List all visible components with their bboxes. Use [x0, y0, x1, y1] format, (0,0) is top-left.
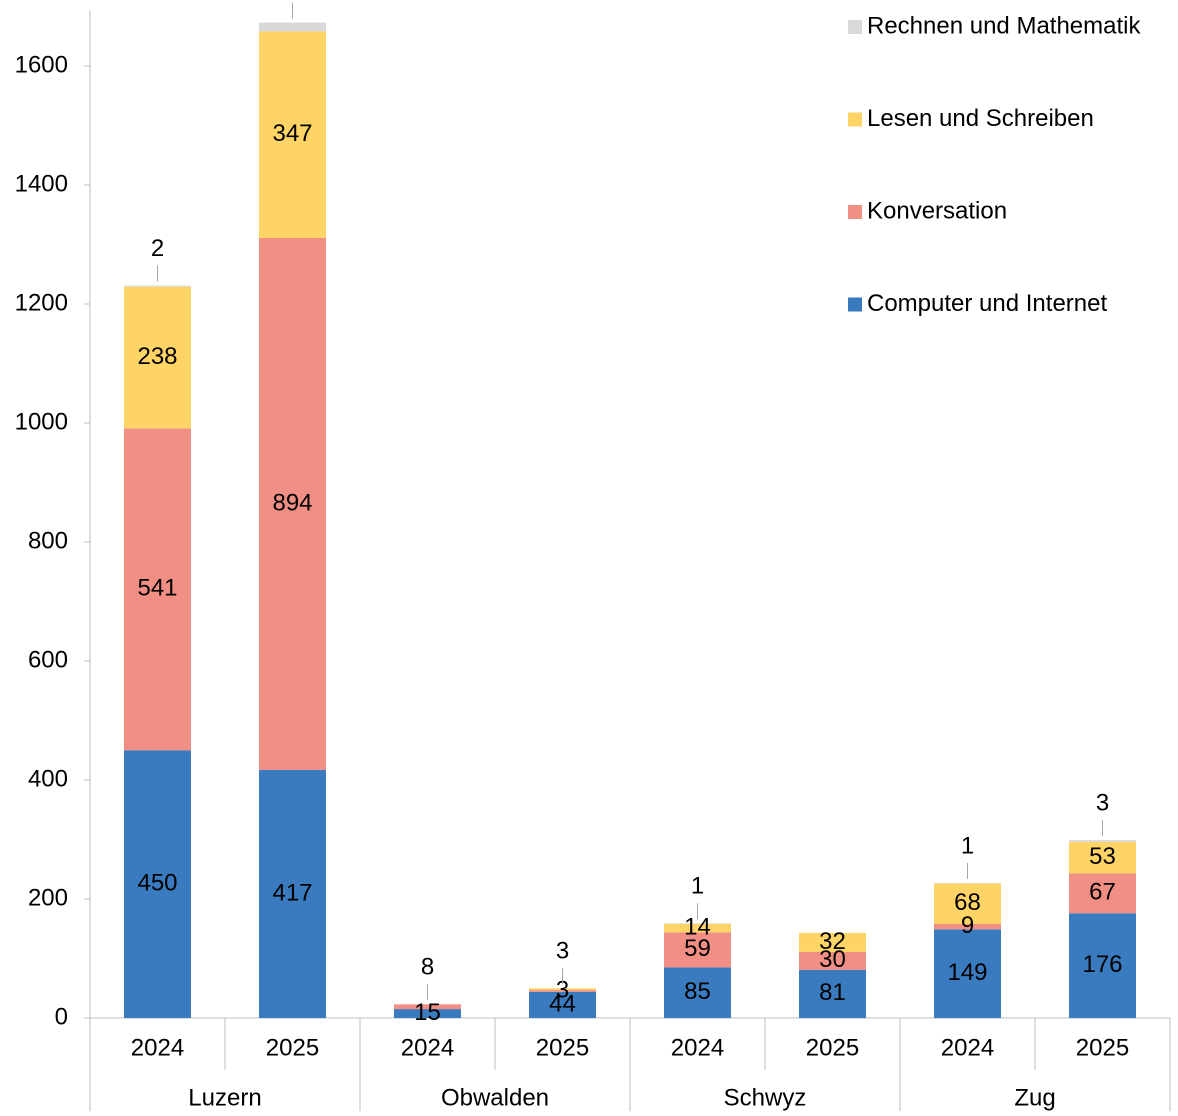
y-tick-label: 1600	[15, 51, 68, 78]
bar-segment	[1069, 873, 1136, 914]
data-label: 3	[556, 976, 569, 1003]
x-tick-label: 2024	[671, 1034, 724, 1061]
x-tick-label: 2024	[941, 1034, 994, 1061]
bar-segment	[529, 991, 596, 1018]
bar-segment	[934, 929, 1001, 1018]
bar-segment	[259, 31, 326, 238]
bar-segment	[124, 750, 191, 1018]
data-label: 417	[272, 879, 312, 906]
bar-segment	[259, 769, 326, 1018]
y-tick-label: 800	[28, 527, 68, 554]
data-label: 3	[1096, 789, 1109, 816]
x-tick-label: 2024	[131, 1034, 184, 1061]
data-label: 8	[421, 954, 434, 981]
data-label: 347	[272, 120, 312, 147]
bar-segment	[124, 285, 191, 287]
data-label: 67	[1089, 879, 1116, 906]
data-label: 894	[272, 489, 312, 516]
data-label: 9	[961, 912, 974, 939]
data-label: 59	[684, 935, 711, 962]
data-label: 149	[947, 959, 987, 986]
data-label: 541	[137, 575, 177, 602]
y-tick-label: 1000	[15, 408, 68, 435]
bar-segment	[529, 988, 596, 991]
data-label: 176	[1082, 951, 1122, 978]
bar-segment	[124, 286, 191, 429]
bar-segment	[124, 428, 191, 751]
x-tick-label: 2025	[266, 1034, 319, 1061]
bar-segment	[934, 923, 1001, 930]
data-label: 53	[1089, 843, 1116, 870]
bar-segment	[259, 237, 326, 770]
y-tick-label: 200	[28, 884, 68, 911]
data-label: 30	[819, 946, 846, 973]
bar-segment	[799, 932, 866, 952]
data-label: 2	[151, 235, 164, 262]
bar-segment	[799, 951, 866, 970]
data-label: 3	[556, 938, 569, 965]
y-tick-label: 400	[28, 765, 68, 792]
bar-segment	[664, 923, 731, 933]
data-label: 15	[414, 999, 441, 1026]
data-label: 238	[137, 343, 177, 370]
group-label: Luzern	[188, 1084, 261, 1111]
legend-swatch	[848, 112, 862, 127]
legend-swatch	[848, 297, 862, 312]
group-label: Zug	[1014, 1084, 1055, 1111]
legend-swatch	[848, 205, 862, 219]
y-tick-label: 1200	[15, 289, 68, 316]
bar-segment	[799, 969, 866, 1018]
data-label: 1	[691, 873, 704, 900]
data-label: 85	[684, 978, 711, 1005]
legend-label: Computer und Internet	[867, 290, 1107, 317]
group-label: Obwalden	[441, 1084, 549, 1111]
data-label: 450	[137, 869, 177, 896]
bar-segment	[1069, 913, 1136, 1018]
legend-label: Konversation	[867, 197, 1007, 224]
bar-segment	[934, 883, 1001, 924]
y-tick-label: 0	[55, 1003, 68, 1030]
x-tick-label: 2025	[536, 1034, 589, 1061]
group-label: Schwyz	[724, 1084, 807, 1111]
y-tick-label: 600	[28, 646, 68, 673]
data-label: 68	[954, 889, 981, 916]
data-label: 32	[819, 928, 846, 955]
legend-label: Lesen und Schreiben	[867, 105, 1094, 132]
bar-segment	[394, 1004, 461, 1010]
x-tick-label: 2024	[401, 1034, 454, 1061]
legend-label: Rechnen und Mathematik	[867, 12, 1141, 39]
x-tick-label: 2025	[806, 1034, 859, 1061]
x-tick-label: 2025	[1076, 1034, 1129, 1061]
y-tick-label: 1400	[15, 170, 68, 197]
bar-segment	[529, 990, 596, 992]
bar-segment	[1069, 840, 1136, 842]
data-label: 81	[819, 979, 846, 1006]
bar-segment	[664, 967, 731, 1018]
bar-segment	[259, 22, 326, 32]
data-label: 1	[961, 832, 974, 859]
bar-segment	[394, 1009, 461, 1018]
bar-segment	[1069, 841, 1136, 874]
bar-segment	[934, 882, 1001, 884]
data-label: 44	[549, 990, 576, 1017]
bar-segment	[664, 923, 731, 924]
bar-segment	[664, 932, 731, 968]
legend-swatch	[848, 20, 862, 34]
